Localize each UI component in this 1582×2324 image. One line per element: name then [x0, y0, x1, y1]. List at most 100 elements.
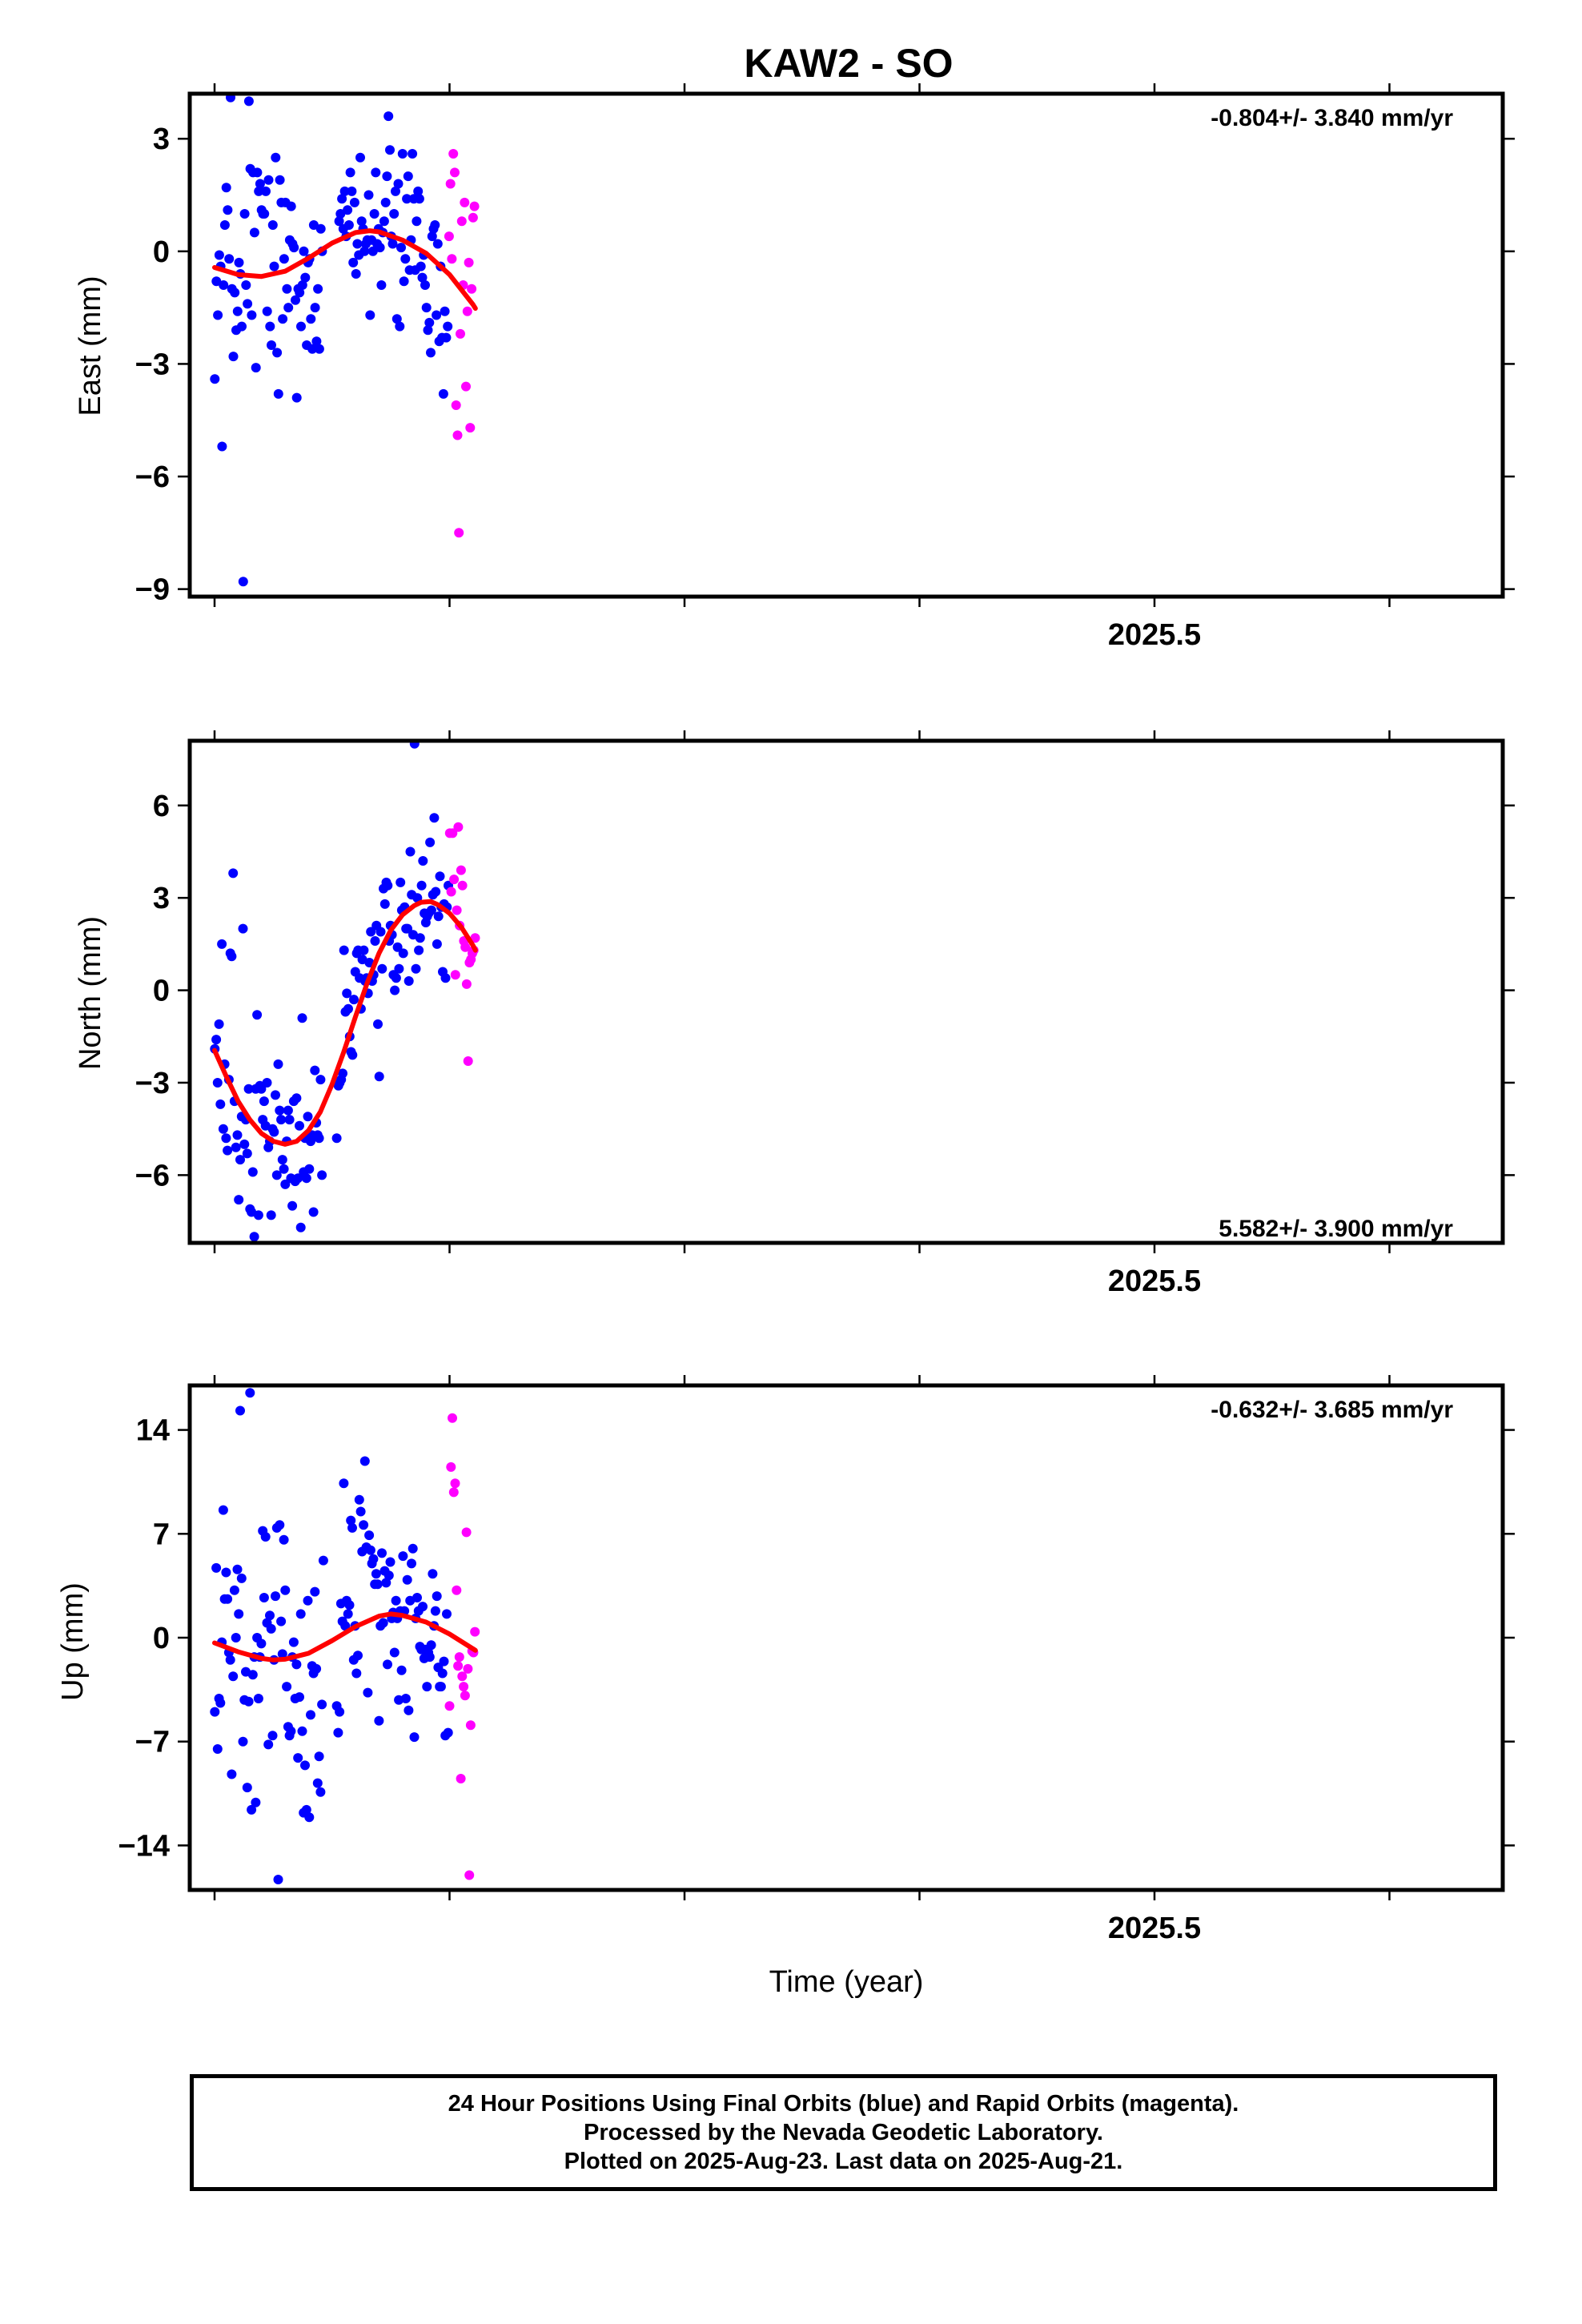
east-final-point — [348, 257, 359, 267]
up-final-point — [231, 1633, 241, 1642]
east-final-point — [238, 577, 248, 587]
east-final-point — [255, 179, 265, 189]
north-final-point — [275, 1105, 285, 1116]
east-final-point — [382, 171, 392, 182]
up-final-point — [293, 1753, 303, 1763]
up-y-tick-label: −7 — [135, 1726, 170, 1759]
east-final-point — [241, 280, 251, 290]
north-final-point — [218, 1124, 228, 1134]
north-final-point — [297, 1013, 307, 1023]
up-final-point — [333, 1727, 343, 1738]
east-final-point — [210, 374, 220, 384]
east-final-point — [263, 175, 274, 185]
north-rapid-point — [456, 865, 466, 875]
east-final-point — [430, 220, 440, 230]
north-final-point — [377, 963, 387, 974]
east-final-point — [259, 209, 270, 219]
up-final-point — [267, 1731, 278, 1741]
up-final-point — [377, 1548, 387, 1558]
north-final-point — [284, 1115, 295, 1125]
east-final-point — [343, 220, 354, 230]
up-final-point — [432, 1591, 442, 1602]
east-final-point — [299, 246, 309, 256]
east-final-point — [306, 314, 316, 324]
up-rapid-point — [464, 1870, 475, 1880]
north-rapid-point — [453, 822, 464, 832]
east-final-point — [359, 246, 370, 256]
up-final-point — [234, 1609, 244, 1619]
north-final-point — [398, 948, 408, 959]
north-final-point — [276, 1115, 287, 1125]
east-final-point — [412, 216, 422, 227]
up-final-point — [389, 1647, 400, 1658]
up-fit-curve — [212, 1611, 478, 1663]
up-final-point — [372, 1579, 383, 1590]
north-final-point — [273, 1059, 283, 1069]
north-final-point — [379, 899, 390, 909]
up-rapid-point — [459, 1682, 469, 1692]
east-final-point — [355, 152, 365, 163]
east-final-point — [232, 306, 243, 316]
north-final-point — [259, 1096, 269, 1107]
east-final-point — [226, 94, 235, 103]
east-final-point — [389, 209, 400, 219]
east-y-tick-label: −6 — [135, 460, 170, 494]
north-rapid-point — [448, 828, 458, 838]
east-rapid-point — [456, 216, 467, 227]
up-final-point — [288, 1637, 299, 1647]
east-final-point — [262, 306, 272, 316]
up-final-point — [280, 1585, 291, 1595]
north-rapid-point — [446, 887, 456, 897]
up-final-point — [351, 1668, 362, 1679]
up-final-point — [346, 1515, 356, 1526]
east-final-point — [408, 149, 418, 159]
east-final-point — [413, 186, 424, 196]
north-final-point — [295, 1222, 306, 1232]
north-final-point — [404, 976, 414, 986]
up-final-point — [364, 1530, 375, 1541]
chart-title: KAW2 - SO — [744, 41, 953, 86]
up-final-point — [426, 1640, 436, 1651]
east-final-point — [314, 344, 324, 354]
up-final-point — [363, 1687, 373, 1698]
up-rapid-point — [446, 1462, 456, 1472]
north-final-point — [414, 945, 424, 955]
east-final-point — [391, 314, 402, 324]
east-final-point — [267, 340, 276, 350]
east-final-point — [313, 283, 323, 294]
east-final-point — [345, 167, 355, 178]
north-fit-curve — [212, 899, 478, 1147]
up-final-point — [344, 1600, 355, 1610]
up-rapid-point — [448, 1413, 457, 1423]
north-final-point — [339, 945, 349, 955]
east-final-point — [275, 175, 285, 185]
up-final-point — [343, 1609, 353, 1619]
up-final-point — [368, 1554, 379, 1564]
up-final-point — [391, 1595, 401, 1606]
north-final-point — [247, 1167, 258, 1177]
up-panel: Up (mm) -0.632+/- 3.685 mm/yr Time (year) 2… — [56, 1375, 1515, 1999]
east-final-point — [234, 257, 244, 267]
east-final-point — [297, 280, 307, 290]
north-rapid-point — [449, 875, 460, 885]
north-final-point — [221, 1133, 231, 1144]
up-final-point — [365, 1545, 375, 1555]
up-final-point — [228, 1671, 239, 1682]
east-final-point — [414, 194, 424, 204]
north-final-point — [373, 1019, 383, 1029]
east-final-point — [282, 283, 292, 294]
up-final-point — [359, 1520, 369, 1530]
east-final-point — [432, 310, 442, 320]
east-rapid-point — [468, 212, 478, 223]
east-final-point — [219, 280, 229, 290]
east-final-point — [443, 321, 453, 332]
up-final-point — [311, 1663, 322, 1674]
east-final-point — [289, 243, 299, 253]
up-final-point — [428, 1569, 438, 1579]
north-final-point — [232, 1130, 243, 1140]
east-final-point — [228, 352, 239, 362]
north-final-point — [293, 1173, 303, 1184]
north-final-point — [366, 927, 376, 937]
up-final-point — [443, 1727, 453, 1738]
up-rapid-point — [454, 1652, 464, 1663]
